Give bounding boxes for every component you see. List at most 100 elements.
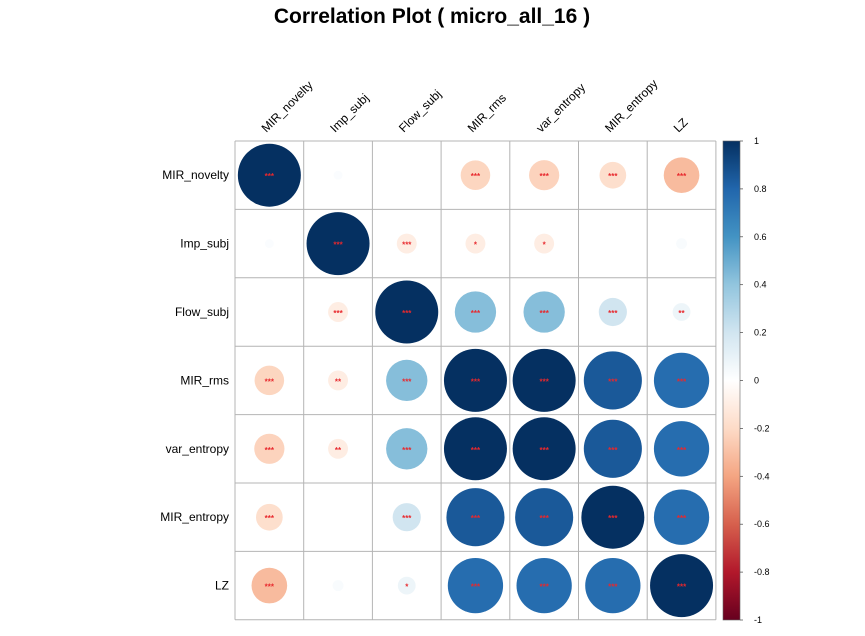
significance-mark: *** — [333, 241, 343, 250]
correlation-circle — [328, 438, 349, 459]
correlation-circle — [251, 567, 288, 604]
colorbar-tick-label: -0.4 — [754, 471, 770, 481]
correlation-circle — [447, 557, 504, 614]
significance-mark: *** — [539, 377, 549, 386]
row-label: MIR_novelty — [162, 168, 229, 182]
correlation-matrix: *** *** *** *** ****** *** * **** *** *** *** *** **… — [234, 140, 717, 621]
correlation-circle — [583, 351, 642, 410]
significance-mark: *** — [539, 514, 549, 523]
row-label: LZ — [215, 579, 229, 593]
significance-mark: * — [543, 241, 547, 250]
significance-mark: *** — [402, 241, 412, 250]
correlation-circle — [396, 233, 417, 254]
significance-mark: *** — [608, 446, 618, 455]
colorbar-tick-label: -0.8 — [754, 567, 770, 577]
significance-mark: * — [405, 583, 409, 592]
colorbar-tick-label: 0.8 — [754, 184, 767, 194]
correlation-circle — [332, 580, 344, 592]
significance-mark: *** — [265, 446, 275, 455]
significance-mark: *** — [265, 377, 275, 386]
significance-mark: *** — [471, 172, 481, 181]
colorbar-tick-label: 0.2 — [754, 328, 767, 338]
significance-mark: *** — [608, 583, 618, 592]
correlation-circle — [397, 576, 416, 595]
correlation-circle — [333, 170, 343, 180]
colorbar-tick-label: -0.6 — [754, 519, 770, 529]
significance-mark: *** — [402, 446, 412, 455]
correlation-circle — [254, 433, 285, 464]
correlation-circle — [599, 161, 627, 189]
column-label: MIR_entropy — [602, 77, 660, 135]
correlation-circle — [583, 419, 642, 478]
correlation-circle — [516, 557, 572, 614]
column-label: Flow_subj — [396, 87, 444, 135]
correlation-circle — [585, 557, 641, 614]
colorbar-tick-label: -0.2 — [754, 423, 770, 433]
row-label: Flow_subj — [175, 305, 229, 319]
correlation-circle — [523, 291, 565, 333]
significance-mark: *** — [471, 514, 481, 523]
significance-mark: *** — [677, 172, 687, 181]
colorbar-tick-label: 1 — [754, 136, 759, 146]
significance-mark: *** — [539, 309, 549, 318]
correlation-circle — [653, 352, 710, 409]
significance-mark: *** — [471, 446, 481, 455]
correlation-circle — [328, 302, 349, 322]
column-label: LZ — [671, 115, 691, 135]
significance-mark: *** — [539, 583, 549, 592]
column-labels: MIR_novelty Imp_subj Flow_subj MIR_rms var_e… — [259, 77, 691, 135]
correlation-circle — [443, 348, 507, 412]
significance-mark: *** — [333, 309, 343, 318]
correlation-circle — [264, 239, 274, 249]
significance-mark: *** — [608, 172, 618, 181]
colorbar-tick-label: -1 — [754, 615, 762, 625]
column-label: Imp_subj — [327, 91, 371, 135]
correlation-circle — [653, 421, 710, 477]
significance-mark: *** — [265, 514, 275, 523]
correlation-circle — [534, 233, 555, 254]
significance-mark: *** — [265, 172, 275, 181]
column-label: MIR_novelty — [259, 78, 316, 135]
row-label: MIR_rms — [180, 373, 229, 387]
correlation-circle — [529, 160, 560, 191]
correlation-circle — [598, 297, 627, 327]
correlation-circle — [515, 488, 574, 547]
colorbar-tick-label: 0 — [754, 376, 759, 386]
correlation-circle — [454, 291, 497, 333]
colorbar-tick-label: 0.4 — [754, 280, 767, 290]
significance-mark: *** — [265, 583, 275, 592]
row-label: var_entropy — [166, 442, 229, 456]
correlation-circle — [254, 365, 285, 396]
correlation-circle — [392, 503, 421, 532]
correlation-circle — [460, 160, 491, 190]
correlation-circle — [581, 485, 645, 549]
correlation-circle — [465, 233, 486, 254]
correlation-circle — [328, 370, 349, 391]
significance-mark: ** — [335, 377, 342, 386]
row-label: Imp_subj — [180, 237, 229, 251]
significance-mark: *** — [402, 309, 412, 318]
significance-mark: *** — [677, 583, 687, 592]
correlation-circle — [375, 280, 439, 344]
column-label: var_entropy — [533, 80, 588, 135]
colorbar — [722, 140, 741, 621]
correlation-circle — [386, 428, 428, 470]
correlation-circle — [512, 417, 576, 481]
correlation-circle — [672, 303, 691, 321]
row-labels: MIR_novelty Imp_subj Flow_subj MIR_rms var_e… — [160, 168, 229, 592]
significance-mark: * — [474, 241, 478, 250]
significance-mark: *** — [677, 514, 687, 523]
colorbar-tick-label: 0.6 — [754, 232, 767, 242]
significance-mark: *** — [471, 377, 481, 386]
correlation-circle — [386, 359, 428, 402]
correlation-circle — [443, 417, 507, 481]
significance-mark: *** — [608, 309, 618, 318]
significance-mark: *** — [539, 172, 549, 181]
column-label: MIR_rms — [465, 91, 509, 135]
correlation-circle — [237, 143, 301, 207]
correlation-circle — [255, 503, 283, 531]
correlation-circle — [653, 489, 710, 545]
correlation-circle — [306, 212, 370, 276]
significance-mark: *** — [539, 446, 549, 455]
